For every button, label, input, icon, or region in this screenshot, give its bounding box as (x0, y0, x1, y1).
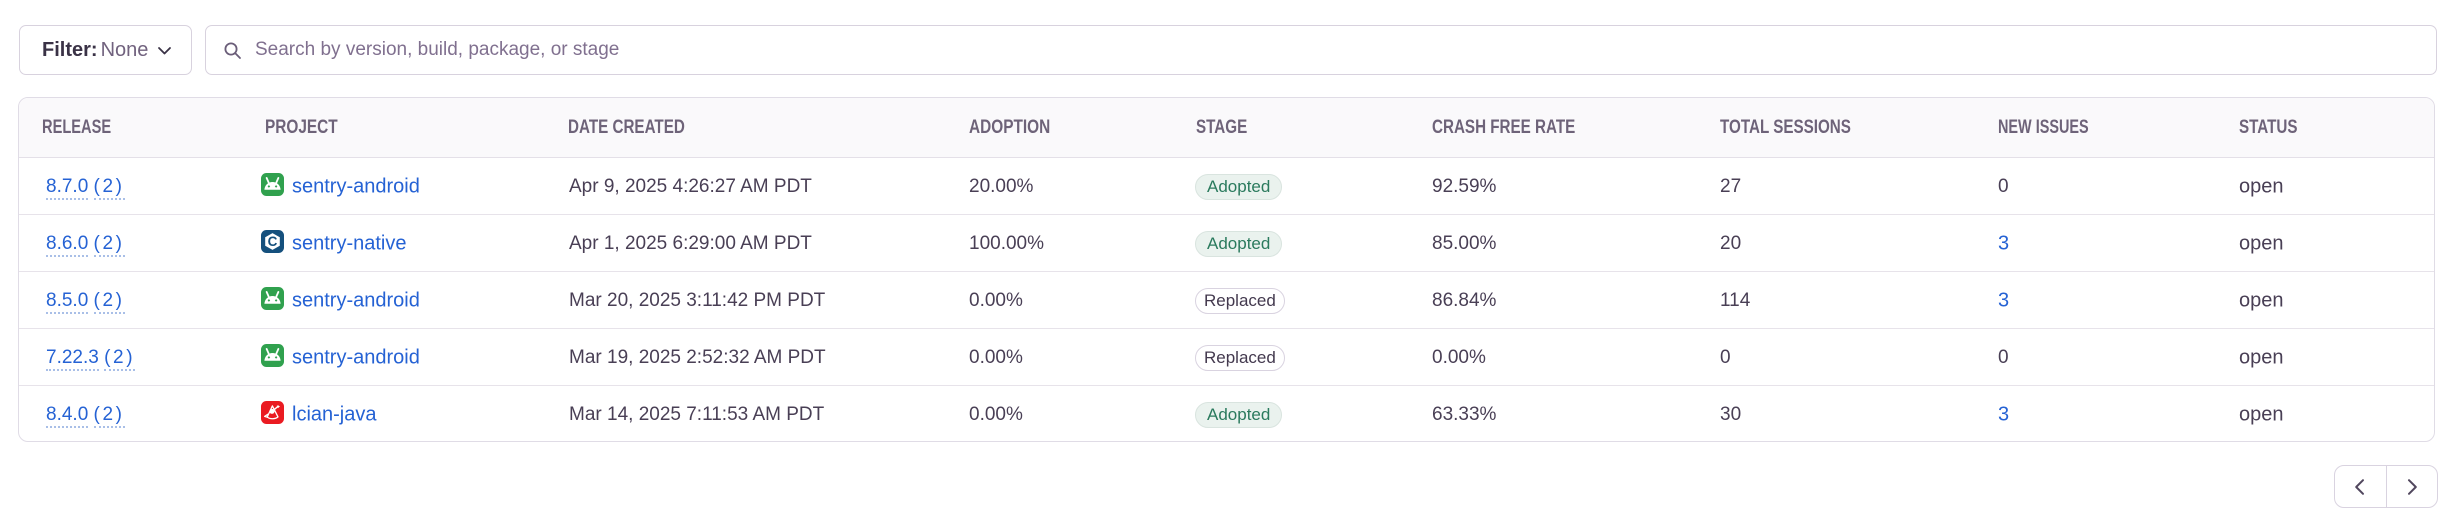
svg-text:C: C (268, 233, 278, 248)
